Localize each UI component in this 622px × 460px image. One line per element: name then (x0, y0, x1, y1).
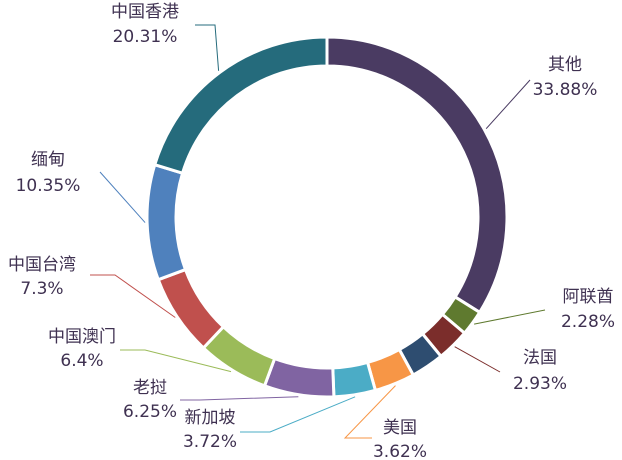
slice-label: 缅甸 (31, 150, 65, 170)
slice-label: 中国澳门 (48, 327, 116, 347)
slice-label: 老挝 (133, 378, 167, 398)
value-label: 20.31% (113, 27, 178, 47)
value-label: 6.25% (123, 402, 177, 422)
slice-label: 中国台湾 (8, 255, 76, 275)
donut-slice (156, 267, 226, 351)
leader-line (195, 24, 220, 71)
value-label: 2.93% (513, 374, 567, 394)
leader-line (99, 171, 146, 223)
value-label: 6.4% (60, 351, 103, 371)
donut-slice (152, 35, 329, 176)
leader-line (240, 396, 356, 433)
donut-slice (262, 356, 336, 399)
value-label: 2.28% (561, 312, 615, 332)
slice-label: 阿联酋 (563, 287, 614, 307)
leader-line (90, 274, 176, 318)
donut-slice (145, 162, 188, 282)
slice-label: 美国 (383, 418, 417, 438)
slice-label: 新加坡 (185, 408, 236, 428)
leader-line (120, 349, 232, 373)
leader-line (180, 396, 299, 401)
leader-line (485, 79, 531, 130)
value-label: 33.88% (533, 80, 598, 100)
leader-line (343, 385, 396, 439)
value-label: 7.3% (20, 279, 63, 299)
value-label: 3.72% (183, 432, 237, 452)
leader-line (474, 309, 546, 325)
slice-label: 法国 (523, 348, 557, 368)
slice-label: 中国香港 (111, 2, 179, 22)
slice-label: 其他 (548, 55, 582, 75)
donut-slice (331, 360, 378, 399)
donut-slice (325, 35, 509, 315)
leader-line (454, 346, 501, 373)
value-label: 10.35% (16, 176, 81, 196)
value-label: 3.62% (373, 442, 427, 460)
